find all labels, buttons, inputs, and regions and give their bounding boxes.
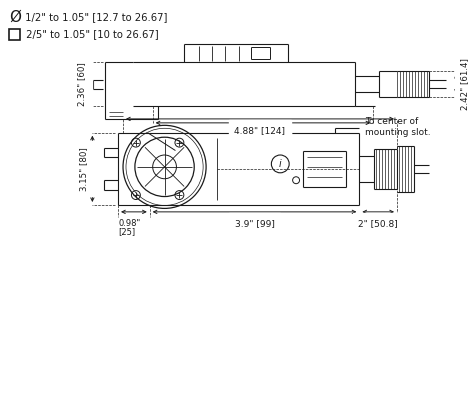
Text: 2/5" to 1.05" [10 to 26.67]: 2/5" to 1.05" [10 to 26.67]: [23, 29, 159, 39]
Text: 1/2" to 1.05" [12.7 to 26.67]: 1/2" to 1.05" [12.7 to 26.67]: [22, 12, 168, 22]
Text: 2" [50.8]: 2" [50.8]: [358, 219, 398, 228]
Text: To center of
mounting slot.: To center of mounting slot.: [365, 117, 431, 136]
Text: [25]: [25]: [118, 227, 135, 236]
Text: 0.98": 0.98": [118, 219, 140, 228]
Text: 3.66" [93]: 3.66" [93]: [240, 130, 286, 139]
Text: 2.42" [61.4]: 2.42" [61.4]: [460, 58, 469, 110]
Bar: [9, 29, 20, 40]
Text: i: i: [279, 159, 282, 169]
Text: 4.88" [124]: 4.88" [124]: [235, 126, 285, 135]
Text: 3.9" [99]: 3.9" [99]: [235, 219, 275, 228]
Text: 2.36" [60]: 2.36" [60]: [77, 62, 87, 106]
Text: Ø: Ø: [9, 10, 21, 24]
Text: 3.15" [80]: 3.15" [80]: [80, 147, 89, 191]
